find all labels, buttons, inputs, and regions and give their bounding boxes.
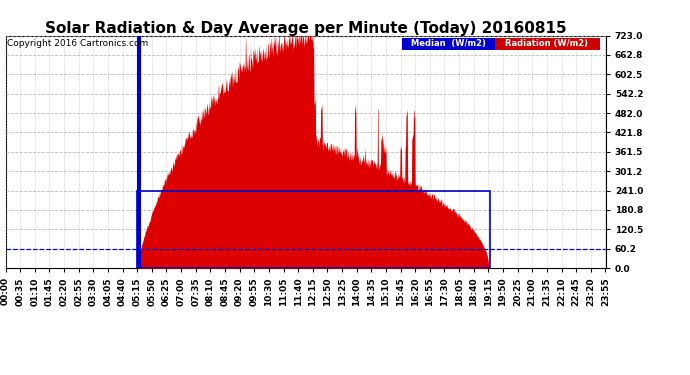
Bar <box>137 190 490 268</box>
FancyBboxPatch shape <box>402 38 495 50</box>
Text: Radiation (W/m2): Radiation (W/m2) <box>506 39 589 48</box>
FancyBboxPatch shape <box>495 38 600 50</box>
Title: Solar Radiation & Day Average per Minute (Today) 20160815: Solar Radiation & Day Average per Minute… <box>45 21 566 36</box>
Text: Median  (W/m2): Median (W/m2) <box>411 39 485 48</box>
Text: Copyright 2016 Cartronics.com: Copyright 2016 Cartronics.com <box>7 39 148 48</box>
